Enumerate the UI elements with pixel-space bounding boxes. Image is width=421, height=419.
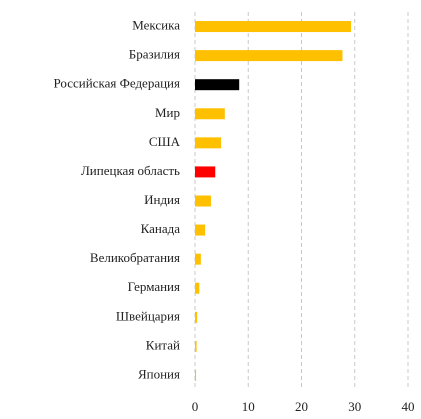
- bar: [195, 108, 225, 120]
- y-tick-label: Бразилия: [129, 47, 180, 62]
- y-tick-label: Индия: [144, 192, 180, 207]
- y-tick-label: Мир: [155, 105, 180, 120]
- bar: [195, 79, 240, 91]
- y-tick-label: Мексика: [132, 18, 180, 33]
- bar: [195, 50, 343, 62]
- y-tick-label: Липецкая область: [81, 163, 180, 178]
- y-tick-label: Российская Федерация: [54, 76, 181, 91]
- x-tick-label: 20: [295, 399, 308, 414]
- y-tick-label: Швейцария: [116, 308, 180, 323]
- bar: [195, 369, 197, 381]
- bar: [195, 137, 222, 149]
- y-tick-label: США: [149, 134, 181, 149]
- y-tick-label: Великобратания: [90, 250, 180, 265]
- bar: [195, 340, 197, 352]
- bar: [195, 311, 198, 323]
- bar: [195, 21, 352, 33]
- y-tick-label: Канада: [141, 221, 181, 236]
- y-tick-label: Германия: [128, 279, 180, 294]
- y-tick-label: Китай: [146, 337, 180, 352]
- bar: [195, 253, 201, 265]
- x-tick-label: 30: [348, 399, 361, 414]
- y-tick-label: Япония: [138, 366, 180, 381]
- bar: [195, 224, 206, 236]
- x-tick-label: 0: [192, 399, 199, 414]
- bar: [195, 166, 216, 178]
- bar: [195, 282, 200, 294]
- x-tick-label: 10: [242, 399, 255, 414]
- x-tick-label: 40: [402, 399, 415, 414]
- bar: [195, 195, 211, 207]
